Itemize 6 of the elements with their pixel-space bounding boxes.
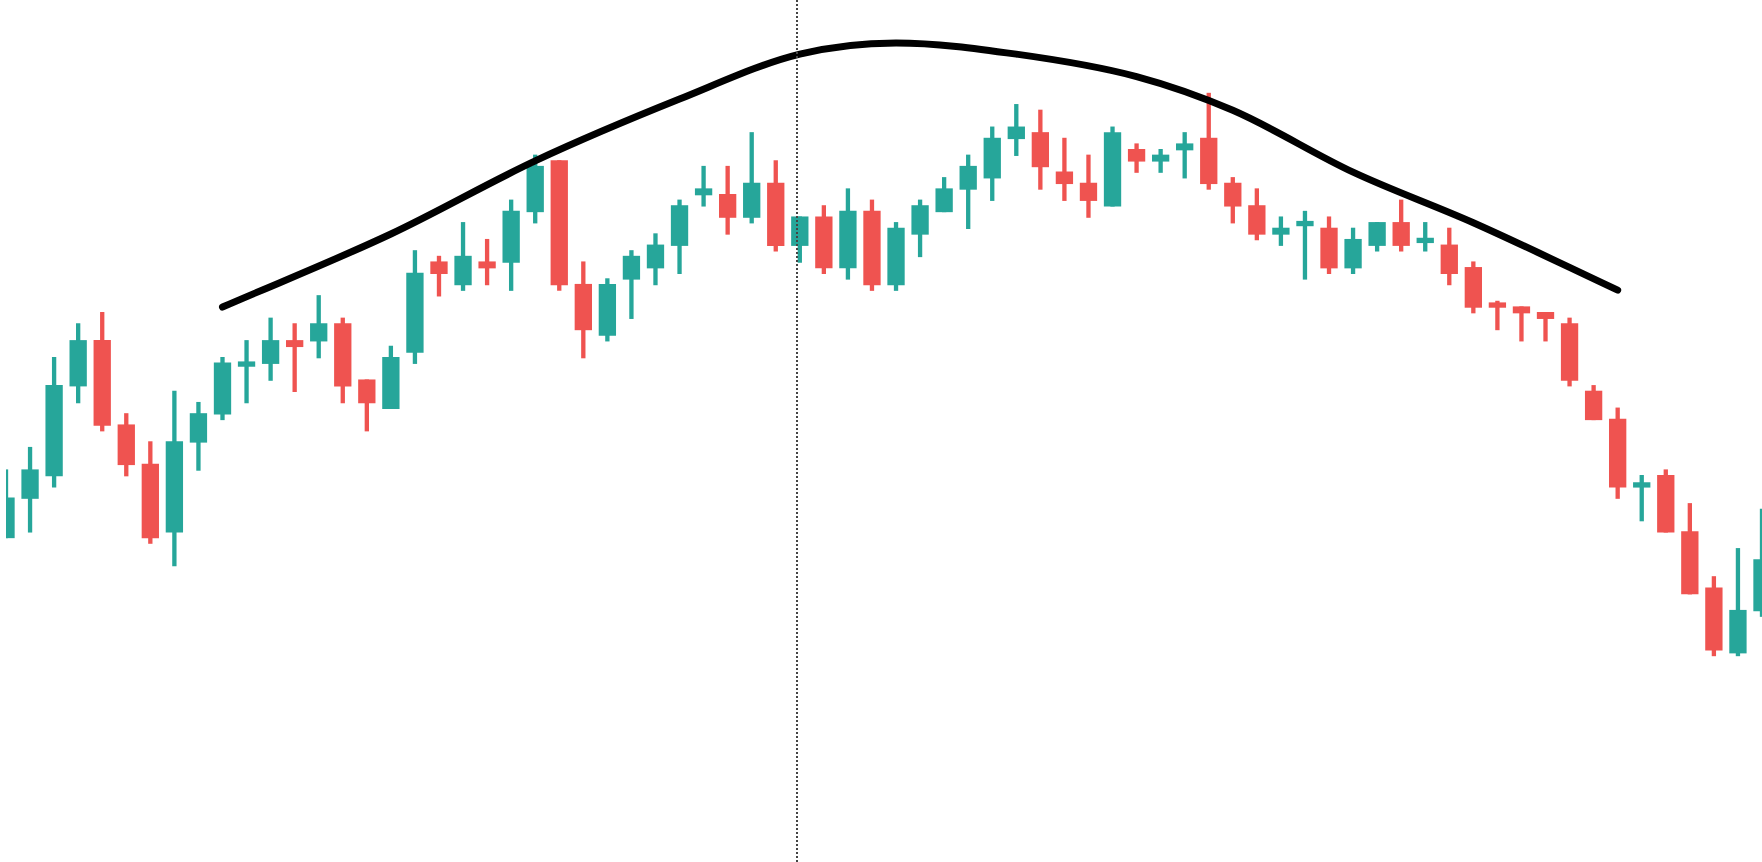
candlestick — [286, 323, 304, 393]
candlestick — [1512, 306, 1531, 342]
candlestick — [1488, 300, 1507, 331]
candlestick — [1055, 137, 1074, 201]
candlestick — [694, 165, 713, 207]
candlestick — [237, 340, 256, 404]
